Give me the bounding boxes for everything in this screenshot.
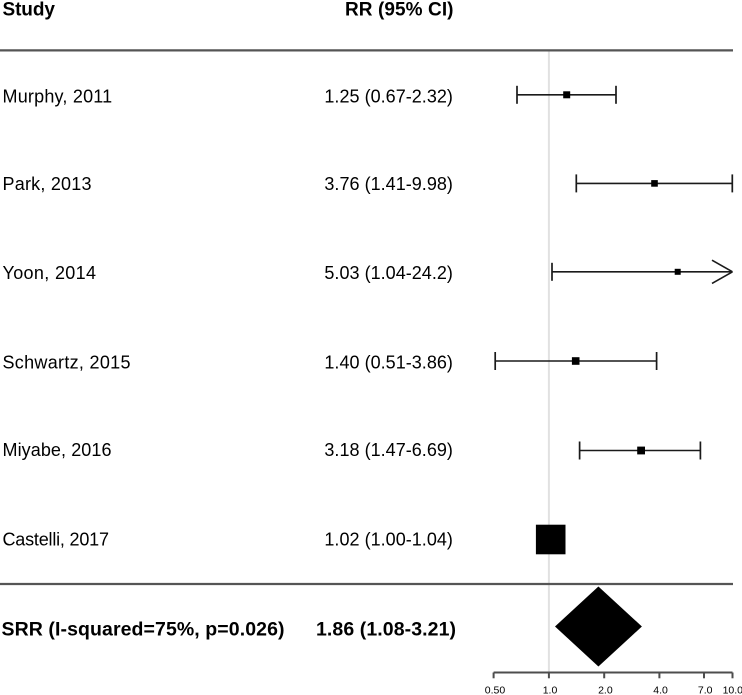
svg-text:SRR (I-squared=75%, p=0.026): SRR (I-squared=75%, p=0.026)	[2, 619, 285, 641]
svg-text:1.40 (0.51-3.86): 1.40 (0.51-3.86)	[324, 353, 453, 373]
svg-text:1.25 (0.67-2.32): 1.25 (0.67-2.32)	[324, 87, 453, 107]
svg-text:Murphy, 2011: Murphy, 2011	[3, 87, 113, 107]
svg-text:1.02 (1.00-1.04): 1.02 (1.00-1.04)	[324, 530, 453, 550]
svg-text:1.0: 1.0	[543, 685, 558, 695]
svg-text:Park, 2013: Park, 2013	[3, 174, 92, 194]
svg-text:7.0: 7.0	[698, 685, 713, 695]
svg-text:Miyabe, 2016: Miyabe, 2016	[3, 440, 112, 460]
svg-text:Yoon, 2014: Yoon, 2014	[3, 263, 97, 283]
svg-text:RR (95% CI): RR (95% CI)	[345, 0, 454, 20]
svg-text:5.03 (1.04-24.2): 5.03 (1.04-24.2)	[324, 263, 453, 283]
svg-text:1.86 (1.08-3.21): 1.86 (1.08-3.21)	[316, 619, 456, 641]
svg-text:Study: Study	[3, 0, 56, 20]
svg-text:3.76 (1.41-9.98): 3.76 (1.41-9.98)	[324, 174, 453, 194]
svg-text:2.0: 2.0	[598, 685, 613, 695]
svg-text:Castelli, 2017: Castelli, 2017	[3, 530, 110, 550]
svg-text:0.50: 0.50	[485, 685, 506, 695]
svg-text:4.0: 4.0	[653, 685, 668, 695]
svg-text:10.0: 10.0	[723, 685, 742, 695]
svg-text:3.18 (1.47-6.69): 3.18 (1.47-6.69)	[324, 440, 453, 460]
svg-text:Schwartz, 2015: Schwartz, 2015	[3, 353, 131, 373]
